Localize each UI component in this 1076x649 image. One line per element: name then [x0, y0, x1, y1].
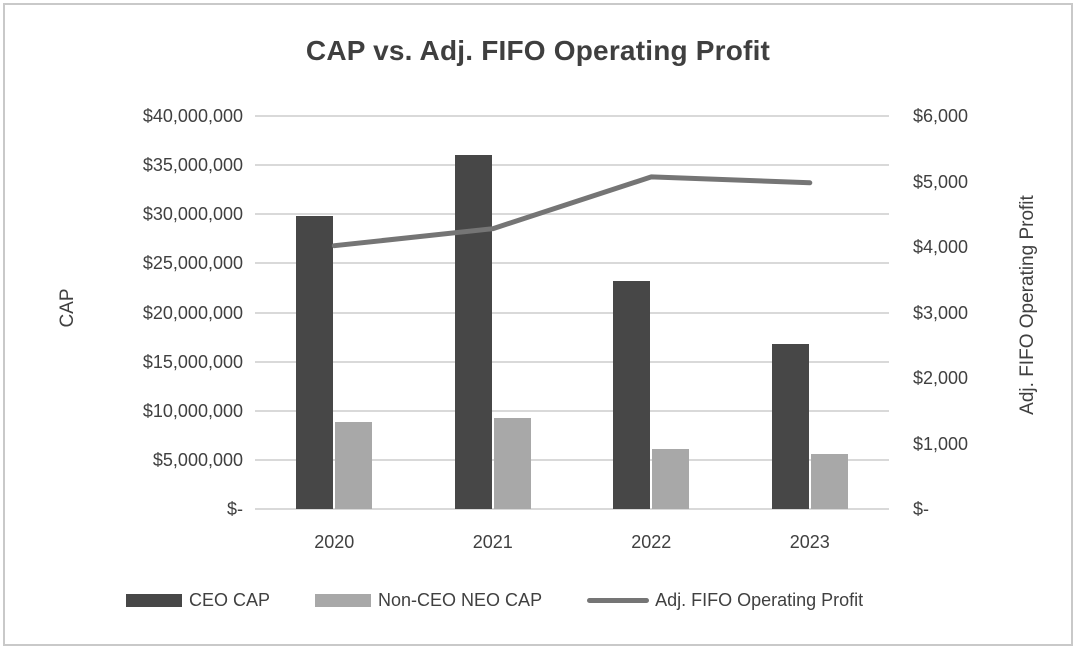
- legend-label-ceo-cap: CEO CAP: [189, 590, 271, 610]
- left-axis-tick-label: $25,000,000: [142, 253, 243, 274]
- right-axis-title: Adj. FIFO Operating Profit: [1017, 195, 1038, 415]
- left-axis-tick-label: $35,000,000: [142, 155, 243, 176]
- gridline: [255, 115, 889, 117]
- gridline: [255, 311, 889, 314]
- bar-ceo-cap-2021: [454, 155, 492, 509]
- right-axis-tick-label: $2,000: [913, 368, 969, 388]
- bar-non-ceo-neo-cap-2020: [335, 421, 373, 509]
- legend-swatch-ceo-cap: [126, 594, 182, 607]
- x-axis-label-2020: 2020: [314, 532, 355, 552]
- left-axis-tick-label: $30,000,000: [142, 204, 243, 225]
- legend-swatch-line: [587, 598, 650, 603]
- chart-title: CAP vs. Adj. FIFO Operating Profit: [305, 35, 771, 66]
- gridline: [255, 508, 889, 510]
- right-axis-tick-label: $6,000: [913, 106, 969, 126]
- left-axis-tick-label: $40,000,000: [142, 106, 243, 126]
- bar-non-ceo-neo-cap-2022: [652, 449, 690, 509]
- gridline: [255, 360, 889, 363]
- right-axis-tick-label: $4,000: [913, 237, 969, 257]
- right-axis-tick-label: $5,000: [913, 171, 969, 192]
- legend-item-ceo-cap: CEO CAP: [126, 590, 270, 611]
- plot-area: [255, 115, 889, 510]
- x-axis-label-2022: 2022: [631, 532, 672, 552]
- bar-non-ceo-neo-cap-2021: [493, 417, 531, 509]
- gridline: [255, 262, 889, 265]
- right-axis-tick-label: $3,000: [913, 302, 969, 323]
- bar-ceo-cap-2020: [296, 216, 334, 509]
- bar-non-ceo-neo-cap-2023: [810, 453, 848, 509]
- bar-ceo-cap-2022: [613, 281, 651, 509]
- legend-swatch-non-ceo-neo-cap: [315, 594, 372, 607]
- legend-item-non-ceo-neo-cap: Non-CEO NEO CAP: [315, 590, 542, 611]
- legend: CEO CAP Non-CEO NEO CAP Adj. FIFO Operat…: [126, 590, 863, 611]
- gridline: [255, 164, 889, 167]
- legend-label-non-ceo-neo-cap: Non-CEO NEO CAP: [378, 590, 543, 610]
- chart-frame: CAP vs. Adj. FIFO Operating Profit CAP A…: [3, 3, 1073, 646]
- line-adj-fifo-operating-profit: [331, 174, 813, 249]
- legend-label-adj-fifo-operating-profit: Adj. FIFO Operating Profit: [655, 590, 864, 610]
- right-axis-tick-label: $-: [913, 499, 930, 519]
- left-axis-tick-label: $15,000,000: [142, 351, 243, 372]
- line-series-svg: [331, 174, 813, 249]
- x-axis-label-2021: 2021: [472, 532, 513, 552]
- bar-ceo-cap-2023: [771, 343, 809, 509]
- x-axis-label-2023: 2023: [789, 532, 830, 552]
- gridline: [255, 213, 889, 216]
- legend-item-adj-fifo-operating-profit: Adj. FIFO Operating Profit: [587, 590, 863, 611]
- left-axis-tick-label: $-: [226, 499, 243, 519]
- gridline: [255, 458, 889, 461]
- right-axis-tick-label: $1,000: [913, 433, 969, 454]
- left-axis-tick-label: $10,000,000: [142, 400, 243, 421]
- gridline: [255, 409, 889, 412]
- left-axis-tick-label: $5,000,000: [152, 449, 243, 470]
- left-axis-tick-label: $20,000,000: [142, 302, 243, 323]
